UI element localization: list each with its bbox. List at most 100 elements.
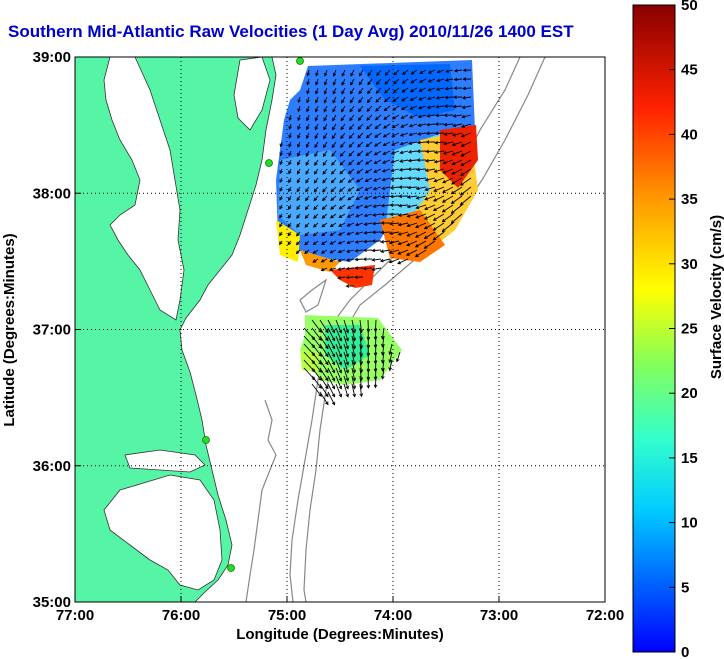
velocity-arrow-head [441,218,446,223]
velocity-arrow-head [345,361,350,366]
velocity-arrow [424,222,436,230]
velocity-arrow [351,335,356,349]
velocity-arrow [349,96,355,103]
velocity-arrow-head [331,369,336,374]
velocity-arrow [335,327,342,341]
velocity-arrow-head [329,241,334,245]
velocity-arrow [366,123,373,130]
velocity-arrow-head [383,107,388,112]
velocity-arrow [451,213,463,224]
velocity-arrow-head [381,177,386,182]
velocity-arrow-head [337,232,342,236]
velocity-arrow-head [425,131,430,136]
velocity-arrow [306,105,310,112]
velocity-arrow-head [338,223,343,227]
velocity-arrow-head [304,215,309,219]
velocity-arrow-head [375,81,380,86]
velocity-arrow-head [358,90,362,95]
velocity-arrow-head [389,185,394,190]
velocity-arrow-head [331,153,335,157]
velocity-arrow [321,249,328,254]
velocity-arrow-head [427,70,432,74]
velocity-arrow-head [325,393,329,398]
velocity-arrow-head [297,161,301,166]
velocity-arrow [390,177,400,180]
velocity-arrow-head [314,162,318,166]
velocity-arrow [307,69,310,76]
velocity-arrow [327,343,335,357]
velocity-arrow-head [434,131,439,136]
velocity-arrow-head [345,266,350,271]
velocity-arrow-head [345,329,350,334]
velocity-arrow-head [338,393,343,398]
velocity-arrow [348,159,355,166]
velocity-arrow-head [340,108,345,113]
velocity-arrow-head [424,168,429,173]
velocity-arrow-head [434,140,439,145]
velocity-arrow-head [400,115,405,119]
velocity-arrow-head [400,106,405,111]
velocity-arrow-head [354,231,359,236]
velocity-arrow [349,114,355,121]
velocity-arrow [373,204,382,208]
velocity-arrow-head [453,77,458,82]
velocity-arrow-head [450,200,455,204]
velocity-arrow [461,123,472,128]
velocity-arrow-head [366,385,371,389]
velocity-arrow [398,231,409,236]
velocity-arrow-head [288,170,292,175]
velocity-arrow [359,351,363,365]
velocity-arrow-head [388,250,393,254]
velocity-arrow [335,335,342,349]
velocity-arrow-head [345,337,350,342]
velocity-arrow [327,367,335,381]
velocity-arrow [315,78,319,85]
velocity-arrow-head [460,133,465,138]
velocity-arrow-head [443,122,448,127]
velocity-arrow [355,240,364,243]
velocity-arrow-head [407,185,411,190]
velocity-arrow-head [356,179,360,183]
velocity-arrow [460,159,472,167]
velocity-arrow-head [401,80,406,84]
velocity-arrow-head [367,90,371,95]
velocity-arrow [381,204,391,207]
velocity-arrow [327,375,335,389]
velocity-arrow-head [337,258,342,263]
velocity-arrow-head [350,90,354,95]
velocity-arrow-head [331,385,336,390]
velocity-arrow [381,240,391,243]
velocity-arrow [462,87,472,90]
velocity-arrow-head [364,169,369,174]
velocity-arrow [356,168,364,174]
velocity-arrow-head [416,167,420,172]
velocity-arrow-head [338,369,343,374]
velocity-arrow [314,141,319,148]
velocity-arrow [322,159,328,166]
velocity-arrow [397,249,409,255]
velocity-arrow-head [332,117,336,122]
velocity-arrow [426,123,436,126]
velocity-arrow [338,249,346,253]
velocity-arrow-head [331,345,336,350]
velocity-arrow-head [423,245,428,249]
velocity-arrow-head [297,108,301,113]
velocity-arrow-head [435,96,440,100]
velocity-arrow [425,168,436,172]
velocity-arrow-head [398,203,402,208]
velocity-arrow [399,159,409,163]
velocity-arrow-head [397,222,402,227]
velocity-arrow-head [315,81,319,86]
velocity-arrow-head [304,232,309,237]
velocity-arrow-head [435,87,440,91]
velocity-arrow [357,123,364,130]
albemarle-sound [124,449,206,473]
velocity-arrow-head [443,132,448,136]
velocity-arrow-head [279,179,283,184]
velocity-arrow-head [297,117,301,122]
velocity-arrow-head [356,170,361,174]
x-tick-label: 75:00 [268,607,306,624]
velocity-arrow-head [397,213,402,217]
velocity-arrow [359,343,363,357]
velocity-arrow-head [414,253,419,258]
